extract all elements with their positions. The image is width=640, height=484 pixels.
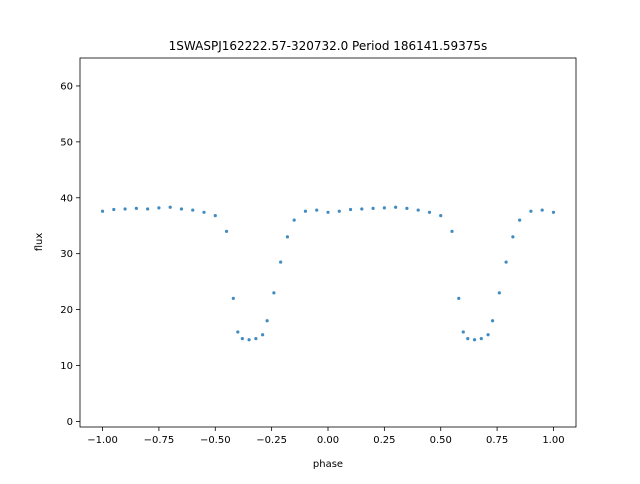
data-point: [146, 207, 150, 211]
data-point: [551, 210, 556, 214]
data-point: [303, 209, 308, 213]
data-point: [529, 209, 533, 213]
x-tick-label: −0.50: [200, 435, 231, 446]
data-point: [450, 229, 454, 233]
x-tick-label: −1.00: [87, 435, 118, 446]
data-point: [213, 214, 217, 218]
x-tick-label: −0.25: [256, 435, 287, 446]
x-tick-label: 0.75: [486, 435, 508, 446]
data-point: [265, 319, 269, 323]
data-point: [112, 207, 116, 212]
data-point: [254, 337, 258, 341]
x-tick-label: −0.75: [144, 435, 175, 446]
data-point: [504, 260, 508, 264]
x-tick-label: 0.25: [373, 435, 395, 446]
y-tick-label: 60: [60, 81, 73, 92]
data-point: [427, 210, 432, 214]
data-point: [490, 319, 495, 323]
data-point: [168, 205, 172, 209]
data-point: [261, 333, 265, 337]
x-axis-label: phase: [313, 459, 343, 470]
data-point: [202, 210, 206, 214]
data-point: [279, 260, 283, 264]
data-point: [240, 337, 244, 341]
data-point: [236, 330, 240, 334]
data-point: [231, 296, 235, 301]
x-axis: −1.00 −0.75 −0.50 −0.25 0.00 0.25 0.50 0.75 1.00: [87, 427, 565, 446]
data-point: [348, 207, 353, 212]
data-point: [134, 206, 138, 210]
data-point: [405, 206, 409, 210]
data-point: [466, 337, 470, 341]
x-tick-label: 0.50: [430, 435, 452, 446]
data-point: [272, 291, 276, 295]
y-axis: 0 10 20 30 40 50 60: [60, 81, 80, 428]
data-point: [326, 210, 330, 214]
x-tick-label: 0.00: [317, 435, 339, 446]
data-point: [479, 337, 483, 341]
y-tick-label: 40: [60, 193, 73, 204]
data-point: [416, 208, 420, 212]
data-point: [511, 235, 515, 239]
data-point: [224, 229, 229, 233]
y-tick-label: 30: [60, 249, 73, 260]
data-point: [360, 207, 364, 211]
y-tick-label: 50: [60, 137, 73, 148]
y-tick-label: 10: [60, 361, 73, 372]
data-points: [100, 205, 556, 342]
data-point: [100, 209, 105, 213]
data-point: [518, 218, 522, 222]
data-point: [337, 209, 341, 213]
data-point: [486, 333, 490, 337]
data-point: [439, 214, 443, 218]
data-point: [457, 296, 461, 301]
y-tick-label: 0: [67, 417, 73, 428]
data-point: [179, 207, 184, 211]
data-point: [157, 206, 161, 210]
data-point: [292, 218, 296, 222]
y-axis-label: flux: [34, 233, 45, 252]
data-point: [497, 291, 501, 295]
data-point: [247, 338, 251, 342]
data-point: [315, 208, 319, 212]
x-tick-label: 1.00: [542, 435, 564, 446]
data-point: [191, 208, 195, 212]
chart-title: 1SWASPJ162222.57-320732.0 Period 186141.…: [169, 39, 488, 53]
data-point: [461, 330, 465, 334]
data-point: [540, 208, 544, 212]
data-point: [472, 338, 477, 342]
data-point: [382, 206, 386, 210]
data-point: [394, 205, 398, 209]
y-tick-label: 20: [60, 305, 73, 316]
data-point: [123, 207, 127, 211]
data-point: [371, 206, 375, 210]
data-point: [285, 235, 290, 239]
